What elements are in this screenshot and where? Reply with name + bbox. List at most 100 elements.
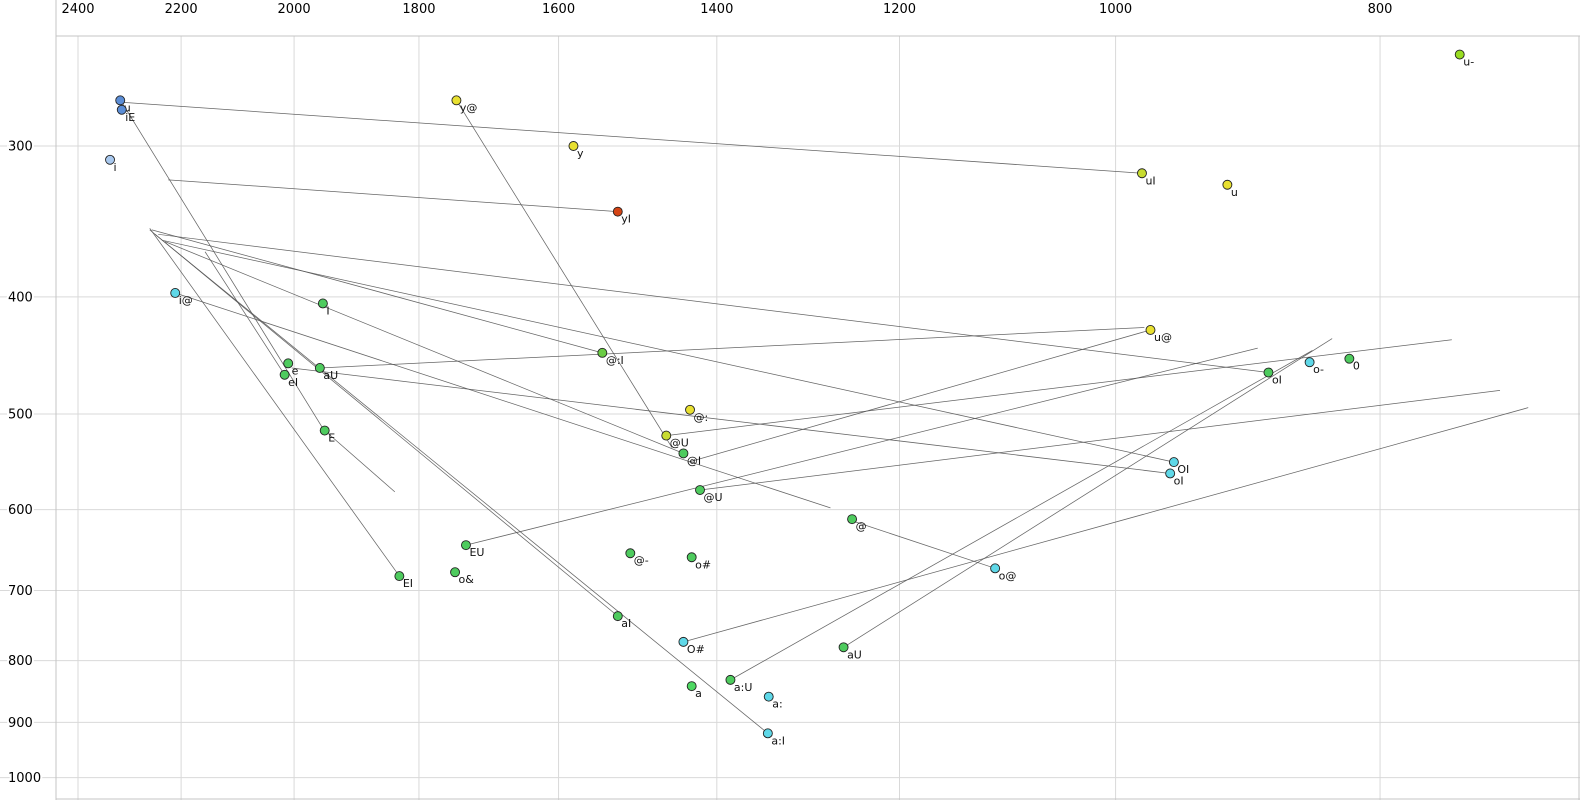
vowel-label: y [577,147,584,160]
vowel-label: u@ [1154,331,1172,344]
vowel-point [105,154,115,165]
vowel-label: I [326,304,329,317]
vowel-label: @ [856,520,867,533]
vowel-point [170,288,181,298]
trajectory-line [688,329,1151,463]
vowel-point [115,95,126,106]
vowel-label: @U [704,491,723,504]
trajectory-line [149,228,400,577]
vowel-label: oI [1272,374,1282,387]
x-tick-label: 1000 [1099,2,1132,17]
y-tick-label: 500 [8,407,33,422]
trajectory-line [151,229,603,354]
x-tick-label: 1600 [542,2,575,17]
vowel-point [678,636,689,647]
vowel-point [461,540,471,551]
vowel-point [763,691,774,702]
vowel-point [838,642,849,653]
vowel-point [1137,168,1147,179]
vowel-label: aU [847,648,862,661]
vowel-label: oI [1174,474,1184,487]
vowel-point [450,567,461,578]
vowel-label: u [1231,186,1238,199]
vowel-point [625,548,636,559]
vowel-point [314,363,325,373]
trajectory-line [291,367,1171,474]
trajectory-line [465,347,1258,546]
x-tick-label: 2200 [165,2,198,17]
vowel-label: o# [695,558,711,571]
vowel-label: @:I [606,354,624,367]
vowel-point [1454,49,1465,60]
y-tick-label: 1000 [8,771,41,786]
vowel-label: @U [670,437,689,450]
vowel-point [686,552,697,563]
x-tick-label: 800 [1368,2,1393,17]
vowel-point [762,728,773,739]
vowel-label: o& [459,573,475,586]
vowel-label: o@ [999,569,1017,582]
trajectory-line [456,100,673,448]
vowel-point [612,611,623,622]
vowel-point [678,448,689,459]
x-tick-label: 1200 [883,2,916,17]
trajectory-line [843,338,1333,648]
vowel-point [1168,457,1179,468]
vowel-point [319,425,330,436]
vowel-point [568,141,579,151]
trajectory-line [324,430,396,493]
x-tick-label: 1400 [700,2,733,17]
vowel-point [116,104,127,115]
vowel-label: iE [125,111,135,124]
vowel-point [695,485,705,495]
vowel-point [612,206,623,217]
y-tick-label: 700 [8,584,33,599]
y-tick-label: 300 [8,140,33,155]
trajectory-line [666,339,1452,436]
vowel-label: u- [1463,56,1474,69]
vowel-point [283,358,294,369]
vowel-point [1165,468,1176,479]
vowel-label: i [114,161,117,174]
vowel-point [1263,367,1274,378]
vowel-label: y@ [460,101,478,114]
trajectory-line [175,292,831,509]
x-tick-label: 1800 [402,2,435,17]
trajectory-line [683,407,1529,643]
vowel-label: a:I [771,734,785,747]
vowel-label: 0 [1353,360,1360,373]
vowel-label: EI [403,577,413,590]
vowel-point [1344,353,1355,364]
x-tick-label: 2400 [61,2,94,17]
vowel-label: E [328,432,335,445]
vowel-point [685,404,695,415]
trajectory-line [168,179,618,213]
trajectory-line [854,521,996,569]
vowel-point [394,571,405,582]
trajectory-line [121,101,1142,174]
y-tick-label: 600 [8,503,33,518]
trajectory-line [164,241,684,454]
vowel-label: e [292,364,299,377]
vowel-label: aI [621,617,631,630]
vowel-point [597,347,608,358]
vowel-point [661,430,672,441]
vowel-label: a [695,687,702,700]
trajectory-line [158,233,1269,373]
vowel-label: EU [469,546,484,559]
vowel-point [317,298,328,309]
vowel-label: eI [288,376,298,389]
vowel-label: @: [694,411,709,424]
vowel-label: a: [772,698,782,711]
vowel-label: o- [1313,363,1324,376]
vowel-point [990,563,1001,574]
vowel-point [451,95,462,106]
trajectory-line [699,390,1501,491]
vowel-label: O# [687,643,705,656]
vowel-label: @I [687,454,701,467]
trajectory-line [204,251,285,375]
vowel-point [279,369,290,380]
